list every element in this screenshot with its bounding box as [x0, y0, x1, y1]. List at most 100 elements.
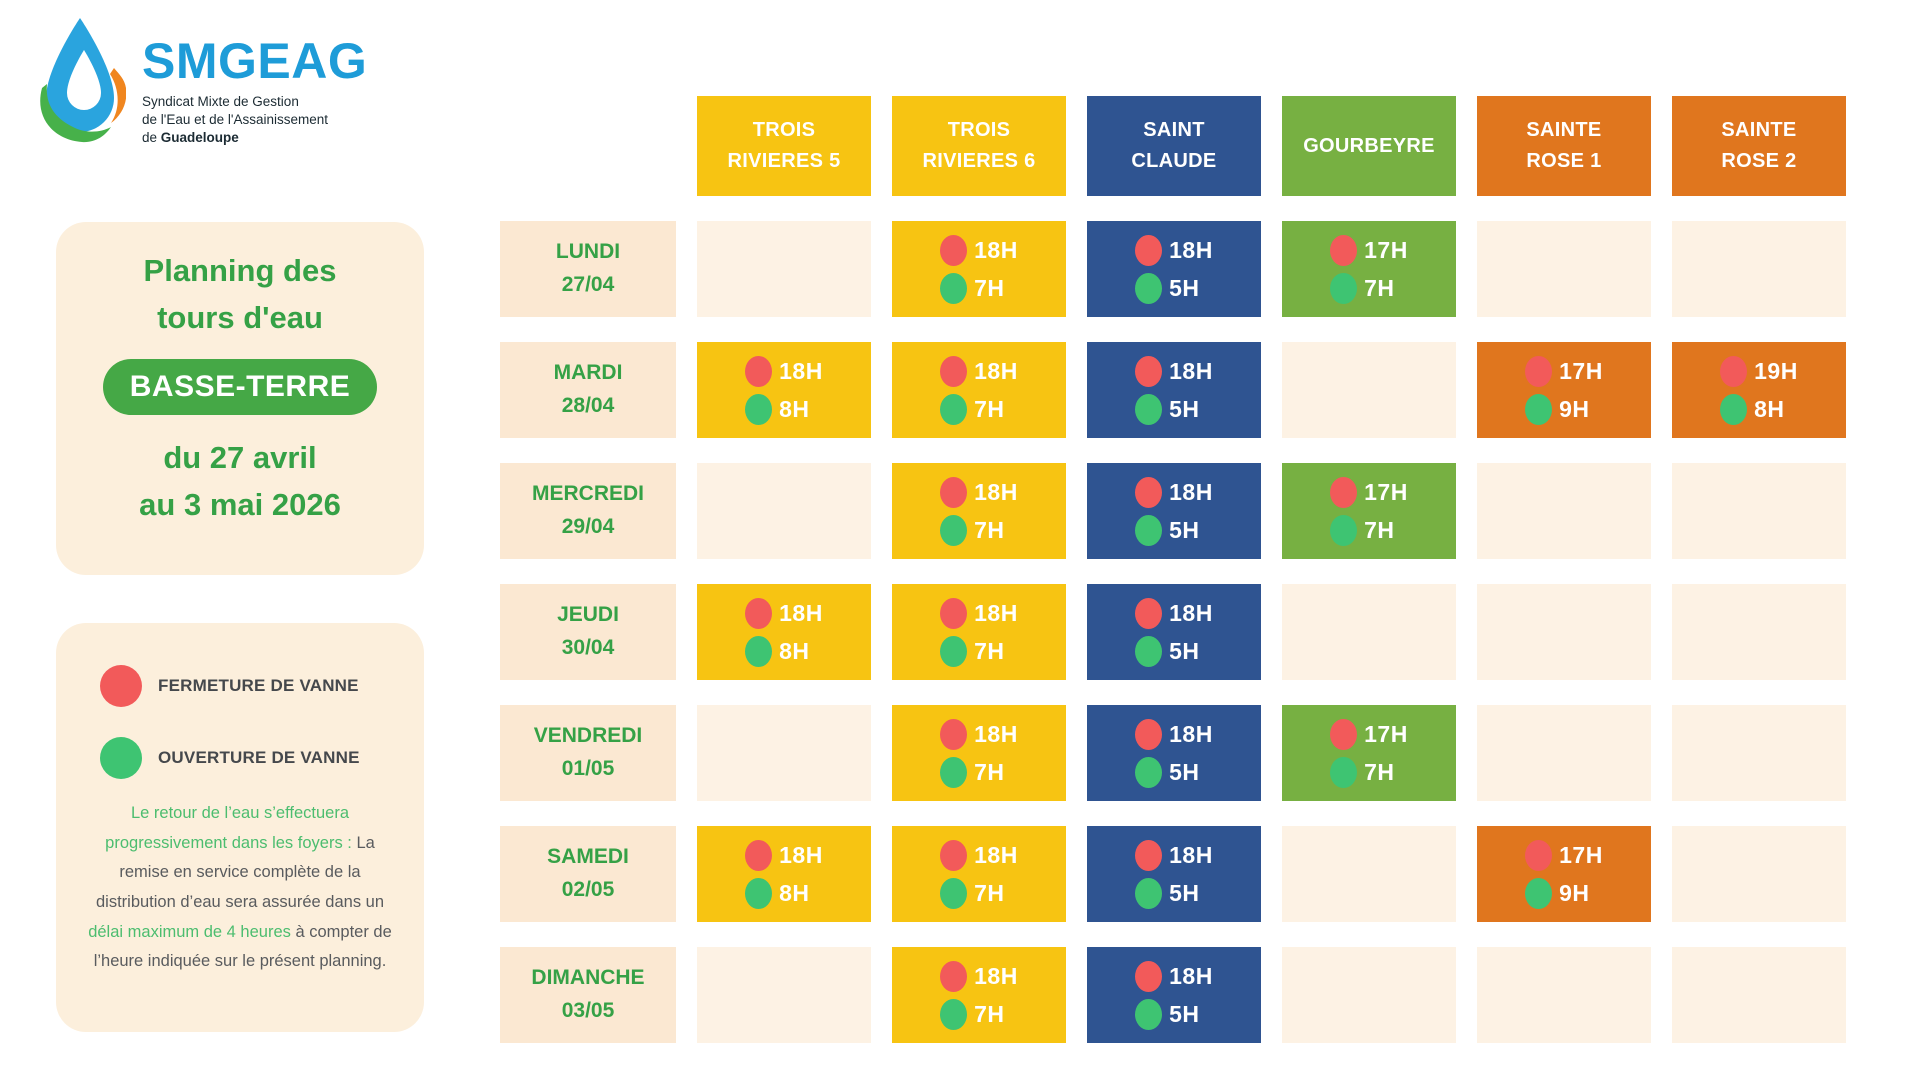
valve-open-icon — [940, 393, 968, 425]
valve-close-icon — [940, 718, 968, 750]
schedule-cell-dimanche-saint-claude: 18H 5H — [1087, 947, 1261, 1043]
schedule-cell-lundi-saint-claude: 18H 5H — [1087, 221, 1261, 317]
valve-close-icon — [745, 597, 773, 629]
valve-open-time: 8H — [779, 879, 810, 906]
logo-subtitle-line: Syndicat Mixte de Gestion — [142, 94, 299, 109]
schedule-cell-lundi-sainte-rose-1 — [1477, 221, 1651, 317]
valve-close-entry: 18H — [745, 597, 823, 629]
cell-times: 17H 7H — [1330, 476, 1408, 546]
cell-times: 18H 5H — [1135, 597, 1213, 667]
valve-close-entry: 18H — [1135, 355, 1213, 387]
valve-open-time: 5H — [1169, 637, 1200, 664]
legend-open-label: OUVERTURE DE VANNE — [158, 748, 360, 767]
legend-note: Le retour de l’eau s’effectuera progress… — [82, 799, 398, 977]
schedule-cell-mardi-saint-claude: 18H 5H — [1087, 342, 1261, 438]
cell-times: 18H 8H — [745, 355, 823, 425]
valve-open-entry: 9H — [1525, 393, 1603, 425]
valve-close-icon — [1720, 355, 1748, 387]
legend-open-row: OUVERTURE DE VANNE — [82, 737, 398, 779]
row-date: 03/05 — [561, 999, 615, 1022]
schedule-cell-mercredi-sainte-rose-2 — [1672, 463, 1846, 559]
schedule-cell-jeudi-sainte-rose-1 — [1477, 584, 1651, 680]
valve-open-icon — [1135, 272, 1163, 304]
schedule-cell-mercredi-trois-rivieres-5 — [697, 463, 871, 559]
valve-close-entry: 18H — [745, 839, 823, 871]
row-label-mercredi: MERCREDI 29/04 — [500, 463, 676, 559]
legend-close-label: FERMETURE DE VANNE — [158, 676, 359, 695]
cell-times: 18H 7H — [940, 718, 1018, 788]
valve-open-time: 5H — [1169, 274, 1200, 301]
row-day: MERCREDI — [531, 482, 644, 506]
column-header-sainte-rose-1: SAINTE ROSE 1 — [1477, 96, 1651, 196]
valve-close-entry: 18H — [1135, 597, 1213, 629]
valve-close-time: 18H — [1169, 236, 1213, 263]
valve-open-entry: 5H — [1135, 877, 1213, 909]
valve-close-entry: 18H — [940, 355, 1018, 387]
schedule-cell-jeudi-saint-claude: 18H 5H — [1087, 584, 1261, 680]
valve-close-time: 18H — [1169, 478, 1213, 505]
valve-open-icon — [1135, 514, 1163, 546]
valve-open-time: 8H — [779, 395, 810, 422]
schedule-cell-mercredi-trois-rivieres-6: 18H 7H — [892, 463, 1066, 559]
row-label-vendredi: VENDREDI 01/05 — [500, 705, 676, 801]
valve-open-time: 7H — [974, 274, 1005, 301]
valve-open-entry: 9H — [1525, 877, 1603, 909]
valve-close-icon — [1330, 234, 1358, 266]
date-range-line: au 3 mai 2026 — [139, 486, 341, 522]
valve-close-icon — [1135, 960, 1163, 992]
valve-open-entry: 7H — [1330, 272, 1408, 304]
valve-open-time: 5H — [1169, 395, 1200, 422]
valve-open-time: 7H — [1364, 274, 1395, 301]
column-header-line: ROSE 2 — [1721, 150, 1797, 172]
schedule-cell-vendredi-gourbeyre: 17H 7H — [1282, 705, 1456, 801]
row-day: VENDREDI — [533, 724, 643, 748]
valve-open-icon — [940, 998, 968, 1030]
valve-open-entry: 7H — [940, 877, 1018, 909]
valve-close-entry: 18H — [1135, 960, 1213, 992]
cell-times: 18H 5H — [1135, 476, 1213, 546]
valve-open-icon — [1135, 998, 1163, 1030]
header-spacer — [500, 96, 676, 196]
valve-open-icon — [1135, 635, 1163, 667]
valve-open-entry: 7H — [1330, 756, 1408, 788]
valve-open-time: 5H — [1169, 1000, 1200, 1027]
valve-open-entry: 7H — [940, 635, 1018, 667]
valve-open-time: 8H — [1754, 395, 1785, 422]
valve-open-entry: 5H — [1135, 756, 1213, 788]
valve-close-entry: 18H — [1135, 476, 1213, 508]
valve-open-icon — [1330, 514, 1358, 546]
cell-times: 18H 7H — [940, 355, 1018, 425]
schedule-cell-mardi-trois-rivieres-6: 18H 7H — [892, 342, 1066, 438]
schedule-cell-samedi-sainte-rose-1: 17H 9H — [1477, 826, 1651, 922]
cell-times: 18H 7H — [940, 597, 1018, 667]
valve-close-time: 18H — [779, 357, 823, 384]
column-header-line: TROIS — [752, 119, 816, 141]
column-header-gourbeyre: GOURBEYRE — [1282, 96, 1456, 196]
valve-close-entry: 18H — [745, 355, 823, 387]
valve-close-entry: 18H — [1135, 718, 1213, 750]
logo-text: SMGEAG Syndicat Mixte de Gestion de l'Ea… — [142, 16, 367, 146]
valve-close-entry: 18H — [940, 476, 1018, 508]
valve-open-entry: 5H — [1135, 514, 1213, 546]
cell-times: 17H 7H — [1330, 234, 1408, 304]
valve-open-time: 7H — [974, 879, 1005, 906]
schedule-cell-dimanche-sainte-rose-2 — [1672, 947, 1846, 1043]
valve-open-time: 7H — [974, 637, 1005, 664]
valve-open-time: 9H — [1559, 395, 1590, 422]
schedule-cell-jeudi-sainte-rose-2 — [1672, 584, 1846, 680]
valve-close-time: 18H — [974, 599, 1018, 626]
row-label-mardi: MARDI 28/04 — [500, 342, 676, 438]
valve-open-time: 5H — [1169, 879, 1200, 906]
valve-open-time: 5H — [1169, 516, 1200, 543]
cell-times: 18H 5H — [1135, 718, 1213, 788]
valve-open-time: 7H — [1364, 758, 1395, 785]
column-header-trois-rivieres-5: TROIS RIVIERES 5 — [697, 96, 871, 196]
schedule-cell-lundi-sainte-rose-2 — [1672, 221, 1846, 317]
date-range: du 27 avril au 3 mai 2026 — [56, 435, 424, 528]
schedule-cell-samedi-sainte-rose-2 — [1672, 826, 1846, 922]
date-range-line: du 27 avril — [163, 440, 317, 475]
row-day: MARDI — [553, 361, 623, 385]
legend-panel: FERMETURE DE VANNE OUVERTURE DE VANNE Le… — [56, 623, 424, 1032]
valve-close-time: 19H — [1754, 357, 1798, 384]
schedule-cell-samedi-saint-claude: 18H 5H — [1087, 826, 1261, 922]
